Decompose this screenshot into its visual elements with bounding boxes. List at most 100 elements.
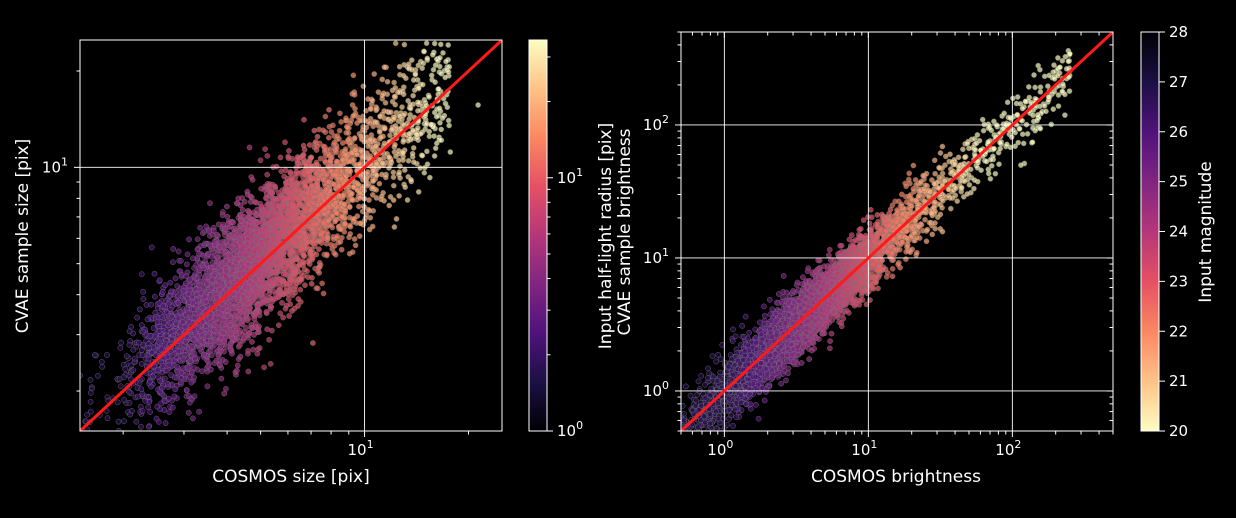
scatter-point <box>364 169 371 175</box>
scatter-point <box>188 379 195 386</box>
scatter-point <box>356 233 363 239</box>
scatter-point <box>432 62 439 68</box>
scatter-point <box>299 178 306 185</box>
scatter-point <box>211 341 218 348</box>
scatter-point <box>437 55 443 61</box>
scatter-point <box>266 278 273 285</box>
scatter-point <box>442 100 449 107</box>
scatter-point <box>138 322 145 329</box>
scatter-point <box>279 300 285 306</box>
scatter-point <box>253 288 260 295</box>
scatter-point <box>392 141 398 148</box>
scatter-point <box>231 291 237 298</box>
scatter-point <box>379 171 385 178</box>
scatter-point <box>334 210 340 216</box>
scatter-point <box>286 280 293 287</box>
scatter-point <box>167 279 174 286</box>
scatter-point <box>168 329 175 335</box>
scatter-point <box>164 381 171 387</box>
scatter-point <box>138 360 145 367</box>
scatter-point <box>308 163 315 169</box>
scatter-point <box>389 126 396 133</box>
scatter-point <box>262 224 268 231</box>
scatter-point <box>255 346 261 352</box>
scatter-point <box>227 340 234 346</box>
scatter-point <box>311 144 318 151</box>
scatter-point <box>224 313 231 320</box>
scatter-point <box>367 105 374 112</box>
scatter-point <box>346 135 353 142</box>
scatter-point <box>246 279 253 285</box>
scatter-point <box>375 89 382 95</box>
scatter-point <box>191 315 198 322</box>
scatter-point <box>277 310 284 317</box>
scatter-point <box>339 213 346 220</box>
y-tick-label: 101 <box>42 155 68 176</box>
scatter-point <box>126 389 133 396</box>
scatter-point <box>144 316 151 323</box>
scatter-point <box>391 79 397 86</box>
scatter-point <box>265 267 272 274</box>
scatter-point <box>180 288 187 294</box>
scatter-point <box>392 101 399 108</box>
scatter-point <box>166 362 173 368</box>
scatter-point <box>189 300 196 306</box>
scatter-point <box>292 270 299 276</box>
scatter-point <box>293 179 300 186</box>
scatter-point <box>419 81 426 88</box>
scatter-point <box>196 250 202 257</box>
scatter-point <box>333 145 340 152</box>
scatter-point <box>410 77 417 83</box>
scatter-point <box>136 339 142 346</box>
scatter-point <box>189 396 195 403</box>
scatter-point <box>280 271 287 277</box>
scatter-point <box>349 190 355 197</box>
scatter-point <box>346 203 353 210</box>
scatter-point <box>196 260 203 266</box>
scatter-point <box>320 127 327 134</box>
scatter-point <box>780 273 787 279</box>
scatter-point <box>145 423 152 430</box>
scatter-point <box>245 213 252 220</box>
scatter-point <box>173 320 179 327</box>
scatter-point <box>192 355 198 362</box>
scatter-point <box>237 217 244 224</box>
scatter-point <box>134 314 140 321</box>
scatter-point <box>300 142 307 149</box>
scatter-point <box>314 184 321 191</box>
scatter-point <box>148 383 154 390</box>
scatter-point <box>218 343 224 350</box>
scatter-point <box>287 252 293 258</box>
scatter-point <box>431 40 438 47</box>
scatter-point <box>324 234 331 241</box>
scatter-point <box>99 363 106 370</box>
scatter-point <box>161 319 167 326</box>
scatter-point <box>373 172 380 179</box>
scatter-point <box>138 347 145 353</box>
scatter-point <box>154 403 160 410</box>
scatter-point <box>391 224 398 230</box>
scatter-point <box>234 362 241 369</box>
scatter-point <box>223 237 230 244</box>
scatter-point <box>175 348 181 355</box>
scatter-point <box>190 255 196 262</box>
scatter-point <box>321 147 328 153</box>
scatter-point <box>117 344 124 351</box>
scatter-point <box>205 250 212 257</box>
scatter-point <box>264 171 271 178</box>
scatter-point <box>239 207 246 213</box>
scatter-point <box>423 40 430 47</box>
scatter-point <box>410 145 417 151</box>
scatter-point <box>384 78 391 85</box>
scatter-point <box>281 173 288 180</box>
scatter-point <box>184 251 191 258</box>
scatter-point <box>234 367 240 374</box>
scatter-point <box>208 284 215 291</box>
scatter-point <box>319 236 326 243</box>
scatter-point <box>426 94 432 100</box>
scatter-point <box>130 367 137 374</box>
scatter-point <box>150 373 156 380</box>
scatter-point <box>87 398 94 405</box>
scatter-point <box>304 190 311 197</box>
scatter-point <box>216 278 223 285</box>
